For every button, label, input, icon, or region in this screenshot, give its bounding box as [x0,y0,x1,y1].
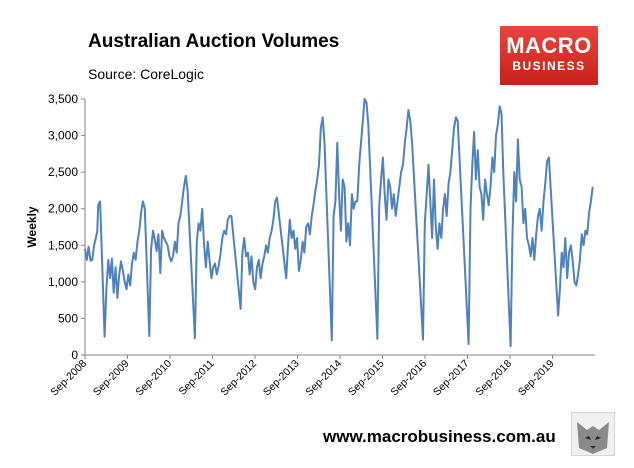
x-tick-label: Sep-2010 [133,358,174,399]
y-tick-label: 3,500 [48,92,78,106]
series-line [84,98,594,348]
x-tick-label: Sep-2016 [388,358,429,399]
x-tick-label: Sep-2014 [303,358,344,399]
x-tick-label: Sep-2009 [91,358,132,399]
x-tick-label: Sep-2018 [473,358,514,399]
wolf-icon [571,412,615,456]
chart-subtitle: Source: CoreLogic [88,66,204,82]
x-tick-label: Sep-2011 [176,358,216,398]
macrobusiness-logo: MACRO BUSINESS [500,26,598,85]
y-tick-label: 2,500 [48,165,78,179]
y-tick-label: 1,500 [48,238,78,252]
y-tick-label: 1,000 [48,275,78,289]
y-tick-label: 0 [71,348,78,362]
x-tick-label: Sep-2015 [346,358,387,399]
x-tick-label: Sep-2012 [218,358,259,399]
y-tick-label: 500 [58,311,78,325]
y-tick-label: 3,000 [48,129,78,143]
chart-title: Australian Auction Volumes [88,31,340,52]
y-tick-label: 2,000 [48,202,78,216]
x-tick-label: Sep-2017 [431,358,472,399]
logo-line1: MACRO [506,33,592,58]
logo-line2: BUSINESS [512,59,586,73]
x-tick-label: Sep-2008 [48,358,89,399]
footer-url: www.macrobusiness.com.au [323,427,556,446]
x-tick-label: Sep-2019 [516,358,557,399]
y-axis-title: Weekly [25,206,39,247]
x-tick-label: Sep-2013 [261,358,302,399]
